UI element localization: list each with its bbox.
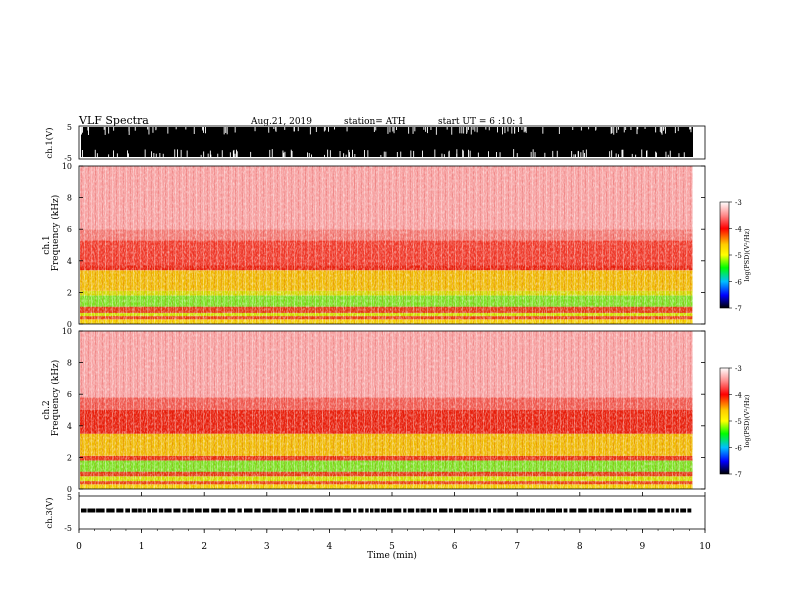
ch3-ytick-bottom: -5 — [64, 524, 72, 533]
ch1-waveform-trace — [81, 127, 693, 157]
cb1-tick-3: -6 — [735, 279, 742, 287]
date-label: Aug.21, 2019 — [250, 117, 312, 127]
xtick-2: 2 — [201, 542, 207, 552]
spec1-ytick-8: 8 — [67, 194, 72, 203]
xtick-1: 1 — [139, 542, 145, 552]
spec1-ytick-6: 6 — [67, 225, 72, 234]
colorbar-ch1: -3 -4 -5 -6 -7 log(PSD)(V²/Hz) — [719, 199, 751, 313]
ch3-waveform-panel: 5 -5 ch.3(V) — [44, 493, 706, 533]
cb1-label: log(PSD)(V²/Hz) — [743, 228, 751, 281]
ch1-spec-ylabel-line2: Frequency (kHz) — [50, 195, 61, 272]
xtick-6: 6 — [452, 542, 458, 552]
ch1-spectrogram-image — [79, 166, 705, 324]
cb1-tick-0: -3 — [735, 199, 742, 207]
spec1-ytick-4: 4 — [67, 257, 72, 266]
ch1-waveform-panel: 5 -5 ch.1(V) — [44, 123, 706, 163]
spec1-ytick-2: 2 — [67, 288, 72, 297]
figure-title: VLF Spectra — [78, 114, 149, 127]
ch3-ytick-top: 5 — [67, 493, 72, 502]
ch3-waveform-trace — [81, 508, 692, 513]
spec2-ytick-8: 8 — [67, 359, 72, 368]
xtick-7: 7 — [514, 542, 520, 552]
start-time-label: start UT = 6 :10: 1 — [438, 117, 524, 127]
cb2-tick-4: -7 — [735, 471, 742, 479]
cb1-scale — [719, 201, 730, 309]
cb2-tick-2: -5 — [735, 418, 742, 426]
ch1-spec-ylabel-line1: ch.1 — [42, 235, 52, 254]
spec2-ytick-6: 6 — [67, 390, 72, 399]
xtick-9: 9 — [640, 542, 646, 552]
ch1-ylabel: ch.1(V) — [44, 127, 55, 158]
x-axis-label: Time (min) — [367, 550, 417, 561]
cb2-label: log(PSD)(V²/Hz) — [743, 394, 751, 447]
spec2-ytick-4: 4 — [67, 422, 72, 431]
ch2-spec-ylabel-line1: ch.2 — [42, 400, 52, 419]
ch1-spectrogram-panel: 0 2 4 6 8 10 ch.1 Frequency (kHz) — [42, 162, 706, 329]
xtick-5: 5 — [389, 542, 395, 552]
xtick-4: 4 — [327, 542, 333, 552]
cb2-tick-1: -4 — [735, 392, 742, 400]
xtick-8: 8 — [577, 542, 583, 552]
cb2-scale — [719, 367, 730, 475]
xtick-3: 3 — [264, 542, 270, 552]
ch2-spectrogram-panel: 0 2 4 6 8 10 ch.2 Frequency (kHz) — [42, 327, 706, 494]
xtick-0: 0 — [76, 542, 82, 552]
cb2-tick-3: -6 — [735, 445, 742, 453]
spec2-ytick-0: 0 — [67, 485, 72, 494]
ch1-ytick-top: 5 — [67, 123, 72, 132]
ch2-spectrogram-image — [79, 331, 705, 489]
ch2-spec-ylabel-line2: Frequency (kHz) — [50, 360, 61, 437]
cb1-tick-1: -4 — [735, 226, 742, 234]
spec2-ytick-10: 10 — [62, 327, 72, 336]
cb1-tick-4: -7 — [735, 305, 742, 313]
xtick-10: 10 — [699, 542, 711, 552]
cb1-tick-2: -5 — [735, 252, 742, 260]
spec1-ytick-10: 10 — [62, 162, 72, 171]
spec1-ytick-0: 0 — [67, 320, 72, 329]
ch1-ytick-bottom: -5 — [64, 154, 72, 163]
cb2-tick-0: -3 — [735, 365, 742, 373]
time-axis: 0 1 2 3 4 5 6 7 8 9 10 — [76, 492, 711, 552]
station-label: station= ATH — [344, 117, 406, 127]
spec2-ytick-2: 2 — [67, 453, 72, 462]
colorbar-ch2: -3 -4 -5 -6 -7 log(PSD)(V²/Hz) — [719, 365, 751, 479]
ch3-ylabel: ch.3(V) — [44, 497, 55, 528]
